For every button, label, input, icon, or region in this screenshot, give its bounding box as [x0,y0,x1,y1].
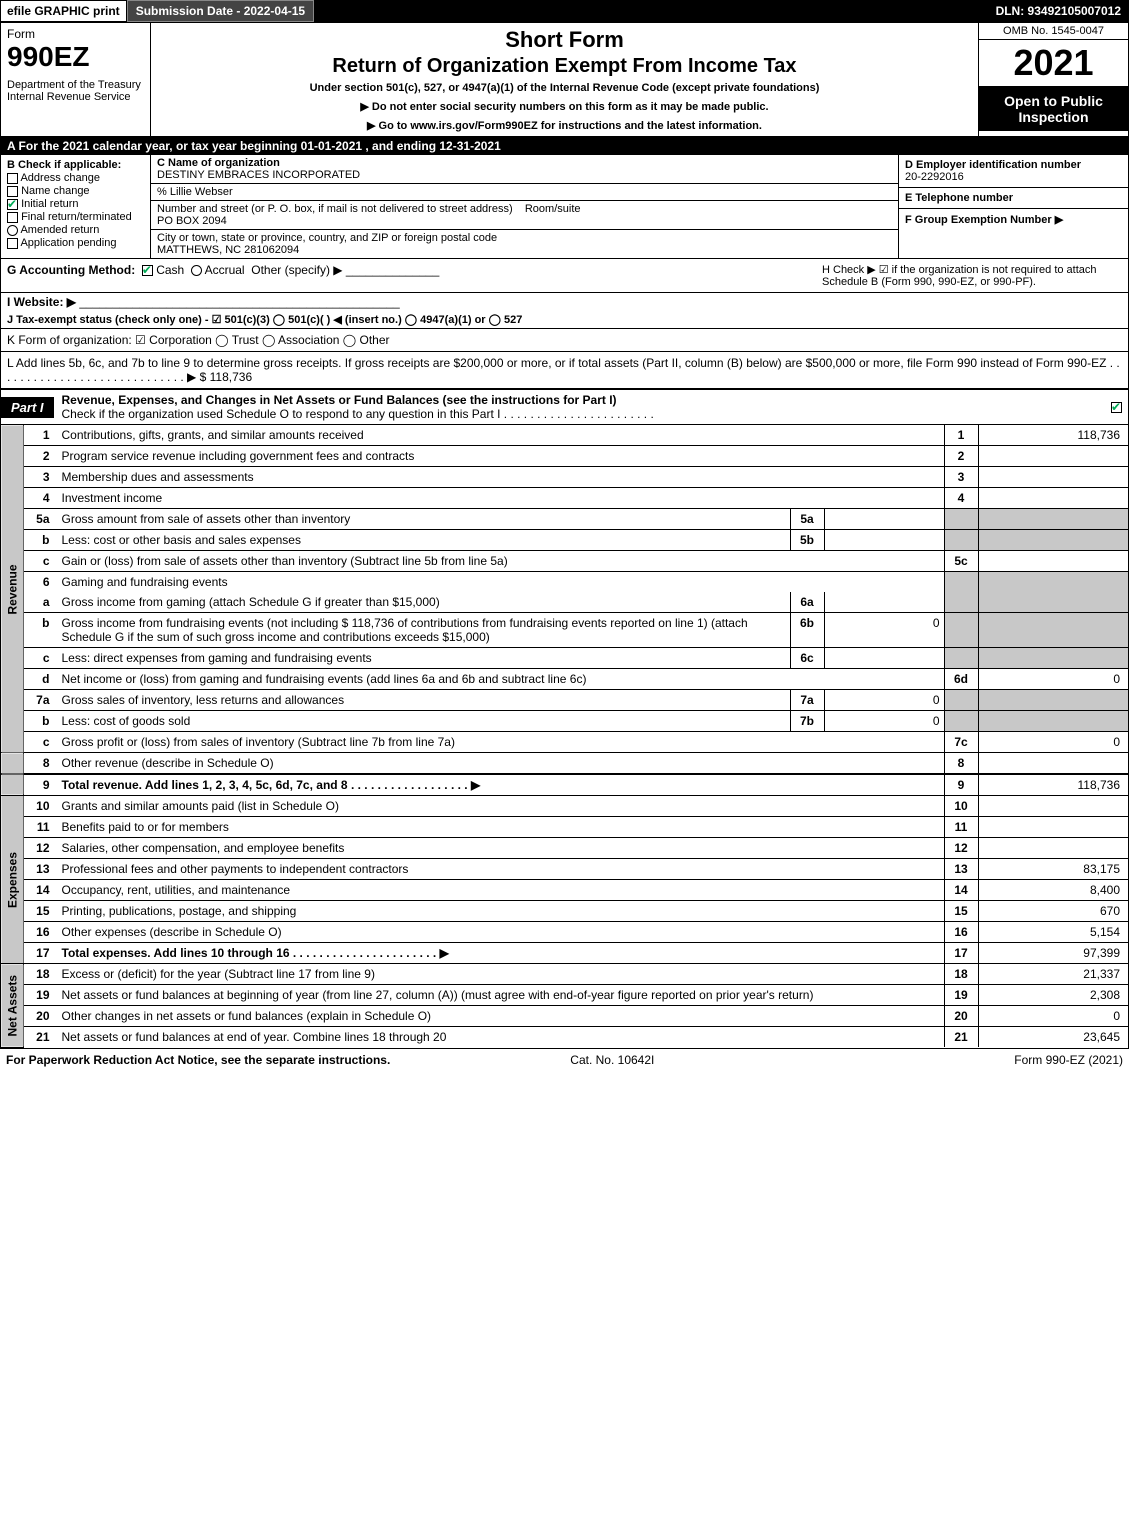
dln-label: DLN: 93492105007012 [988,0,1129,22]
part-1-header: Part I Revenue, Expenses, and Changes in… [1,390,1128,425]
total-expenses: 97,399 [978,943,1128,964]
section-c: C Name of organization DESTINY EMBRACES … [151,155,898,258]
ein-value: 20-2292016 [905,171,964,183]
form-word: Form [7,27,144,41]
street-value: PO BOX 2094 [157,215,227,227]
part-1-table: Revenue 1 Contributions, gifts, grants, … [1,425,1128,1048]
f-label: F Group Exemption Number ▶ [905,214,1063,226]
part-1-sub: Check if the organization used Schedule … [62,407,654,421]
gross-receipts: 118,736 [210,370,253,384]
section-b: B Check if applicable: Address change Na… [1,155,151,258]
goto-link[interactable]: ▶ Go to www.irs.gov/Form990EZ for instru… [159,119,970,132]
part-1-tag: Part I [1,397,54,418]
care-of: % Lillie Webser [151,184,898,201]
line-1-ref: 1 [944,425,978,446]
ssn-warning: ▶ Do not enter social security numbers o… [159,100,970,113]
form-header: Form 990EZ Department of the Treasury In… [1,23,1128,137]
c-name-label: C Name of organization [157,157,280,169]
part-1-schedule-o-check[interactable] [1111,402,1122,413]
street-label: Number and street (or P. O. box, if mail… [157,203,513,215]
footer-mid: Cat. No. 10642I [570,1053,654,1067]
room-label: Room/suite [525,203,581,215]
row-k: K Form of organization: ☑ Corporation ◯ … [1,329,1128,352]
section-b-c-d-e-f: B Check if applicable: Address change Na… [1,155,1128,259]
footer-right: Form 990-EZ (2021) [1014,1053,1123,1067]
revenue-side-label: Revenue [1,425,24,753]
footer-left: For Paperwork Reduction Act Notice, see … [6,1053,390,1067]
row-a-period: A For the 2021 calendar year, or tax yea… [1,137,1128,155]
part-1-title: Revenue, Expenses, and Changes in Net As… [62,393,617,407]
tax-year: 2021 [979,40,1128,87]
efile-button[interactable]: efile GRAPHIC print [0,0,127,22]
header-left: Form 990EZ Department of the Treasury In… [1,23,151,136]
chk-initial[interactable]: Initial return [7,198,144,210]
chk-amended[interactable]: Amended return [7,224,144,236]
form-body: Form 990EZ Department of the Treasury In… [0,22,1129,1049]
chk-final[interactable]: Final return/terminated [7,211,144,223]
expenses-side-label: Expenses [1,796,24,964]
g-other: Other (specify) ▶ [251,263,342,277]
org-name: DESTINY EMBRACES INCORPORATED [157,169,360,181]
section-d-e-f: D Employer identification number 20-2292… [898,155,1128,258]
net-assets-eoy: 23,645 [978,1027,1128,1048]
return-title: Return of Organization Exempt From Incom… [159,55,970,78]
d-label: D Employer identification number [905,159,1081,171]
row-i: I Website: ▶ ___________________________… [1,293,1128,311]
open-to-public: Open to Public Inspection [979,87,1128,131]
net-assets-side-label: Net Assets [1,964,24,1048]
city-value: MATTHEWS, NC 281062094 [157,244,299,256]
row-l: L Add lines 5b, 6c, and 7b to line 9 to … [1,352,1128,390]
chk-cash[interactable] [142,265,153,276]
subtitle: Under section 501(c), 527, or 4947(a)(1)… [159,82,970,94]
line-1-value: 118,736 [978,425,1128,446]
row-g-h: G Accounting Method: Cash Accrual Other … [1,259,1128,293]
submission-date-button[interactable]: Submission Date - 2022-04-15 [127,0,314,22]
header-right: OMB No. 1545-0047 2021 Open to Public In… [978,23,1128,136]
e-label: E Telephone number [905,192,1013,204]
line-1-text: Contributions, gifts, grants, and simila… [58,425,945,446]
chk-address[interactable]: Address change [7,172,144,184]
omb-number: OMB No. 1545-0047 [979,23,1128,40]
line-1-num: 1 [24,425,58,446]
row-j: J Tax-exempt status (check only one) - ☑… [1,311,1128,329]
top-bar: efile GRAPHIC print Submission Date - 20… [0,0,1129,22]
g-label: G Accounting Method: [7,263,135,277]
chk-name[interactable]: Name change [7,185,144,197]
total-revenue: 118,736 [978,774,1128,796]
short-form-title: Short Form [159,27,970,53]
b-title: B Check if applicable: [7,159,144,171]
department-label: Department of the Treasury Internal Reve… [7,79,144,103]
h-text: H Check ▶ ☑ if the organization is not r… [822,263,1122,288]
page-footer: For Paperwork Reduction Act Notice, see … [0,1049,1129,1071]
form-number: 990EZ [7,41,144,73]
city-label: City or town, state or province, country… [157,232,497,244]
chk-accrual[interactable] [191,265,202,276]
header-mid: Short Form Return of Organization Exempt… [151,23,978,136]
chk-pending[interactable]: Application pending [7,237,144,249]
